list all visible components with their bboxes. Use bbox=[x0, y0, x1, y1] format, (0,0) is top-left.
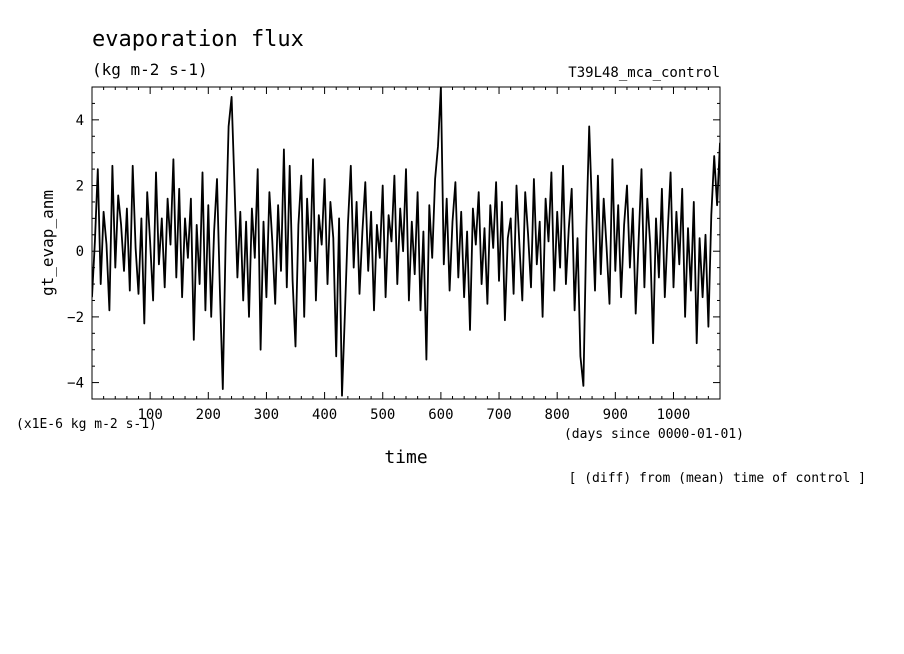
x-tick-label: 500 bbox=[370, 407, 395, 423]
x-tick-label: 700 bbox=[486, 407, 511, 423]
run-label: T39L48_mca_control bbox=[568, 65, 720, 81]
y-tick-label: 4 bbox=[76, 113, 84, 129]
x-tick-label: 300 bbox=[254, 407, 279, 423]
y-axis-label: gt_evap_anm bbox=[38, 190, 57, 296]
x-tick-label: 600 bbox=[428, 407, 453, 423]
y-axis-ticks: −4 −2 0 2 4 bbox=[67, 86, 720, 400]
y-tick-label: 2 bbox=[76, 179, 84, 195]
series-group bbox=[92, 87, 720, 397]
x-axis-ticks: 100 200 300 400 500 600 700 800 900 1000 bbox=[103, 87, 721, 423]
x-tick-label: 400 bbox=[312, 407, 337, 423]
y-tick-label: 0 bbox=[76, 244, 84, 260]
x-tick-label: 800 bbox=[545, 407, 570, 423]
x-unit-label: (days since 0000-01-01) bbox=[564, 427, 744, 442]
y-tick-label: −2 bbox=[67, 310, 84, 326]
footer-note: [ (diff) from (mean) time of control ] bbox=[569, 471, 866, 486]
series-line-gt-evap-anm bbox=[92, 87, 720, 397]
chart-subtitle: (kg m-2 s-1) bbox=[92, 60, 208, 79]
chart-title: evaporation flux bbox=[92, 27, 304, 52]
x-tick-label: 1000 bbox=[657, 407, 691, 423]
x-tick-label: 100 bbox=[137, 407, 162, 423]
x-axis-label: time bbox=[384, 447, 427, 468]
y-tick-label: −4 bbox=[67, 376, 84, 392]
x-tick-label: 900 bbox=[603, 407, 628, 423]
y-unit-label: (x1E-6 kg m-2 s-1) bbox=[16, 417, 157, 432]
x-tick-label: 200 bbox=[196, 407, 221, 423]
